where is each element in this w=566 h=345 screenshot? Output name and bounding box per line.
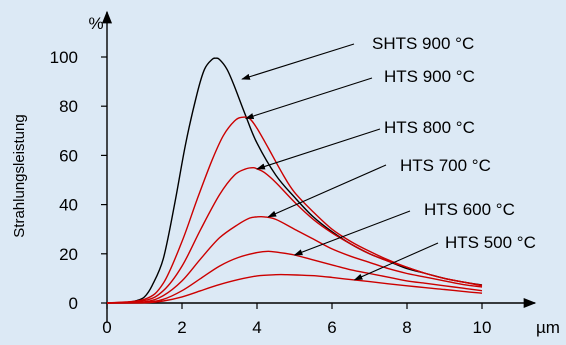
y-tick-label: 60 [59,146,78,165]
x-tick-label: 10 [473,318,492,337]
y-tick-label: 20 [59,245,78,264]
x-tick-label: 6 [327,318,336,337]
x-tick-label: 0 [102,318,111,337]
annotation-arrow [256,128,381,170]
y-tick-label: 0 [69,294,78,313]
series-line-hts-800 [106,167,483,304]
series-line-shts-900 [106,57,483,304]
y-tick-label: 100 [50,48,78,67]
x-axis-unit: µm [536,318,560,337]
y-axis-title: Strahlungsleistung [11,114,28,237]
series-line-hts-500 [106,273,483,304]
series-label: HTS 600 °C [424,200,515,219]
y-tick-label: 40 [59,196,78,215]
series-label: HTS 900 °C [384,67,475,86]
series-label: HTS 500 °C [445,233,536,252]
y-axis-unit: % [88,14,103,33]
annotation-arrow [241,43,355,80]
annotation-arrow [244,77,373,120]
annotation-arrow [267,164,387,218]
annotation-arrow [353,242,439,281]
annotations: SHTS 900 °C HTS 900 °C HTS 800 °C HTS 700 °… [241,34,536,281]
series-label: HTS 700 °C [400,156,491,175]
x-tick-label: 2 [177,318,186,337]
x-tick-label: 4 [252,318,261,337]
x-tick-label: 8 [402,318,411,337]
series-line-hts-700 [106,215,483,304]
series-layer [106,57,483,304]
series-label: HTS 800 °C [384,118,475,137]
y-tick-label: 80 [59,97,78,116]
series-label: SHTS 900 °C [372,34,474,53]
annotation-arrow [293,210,411,256]
